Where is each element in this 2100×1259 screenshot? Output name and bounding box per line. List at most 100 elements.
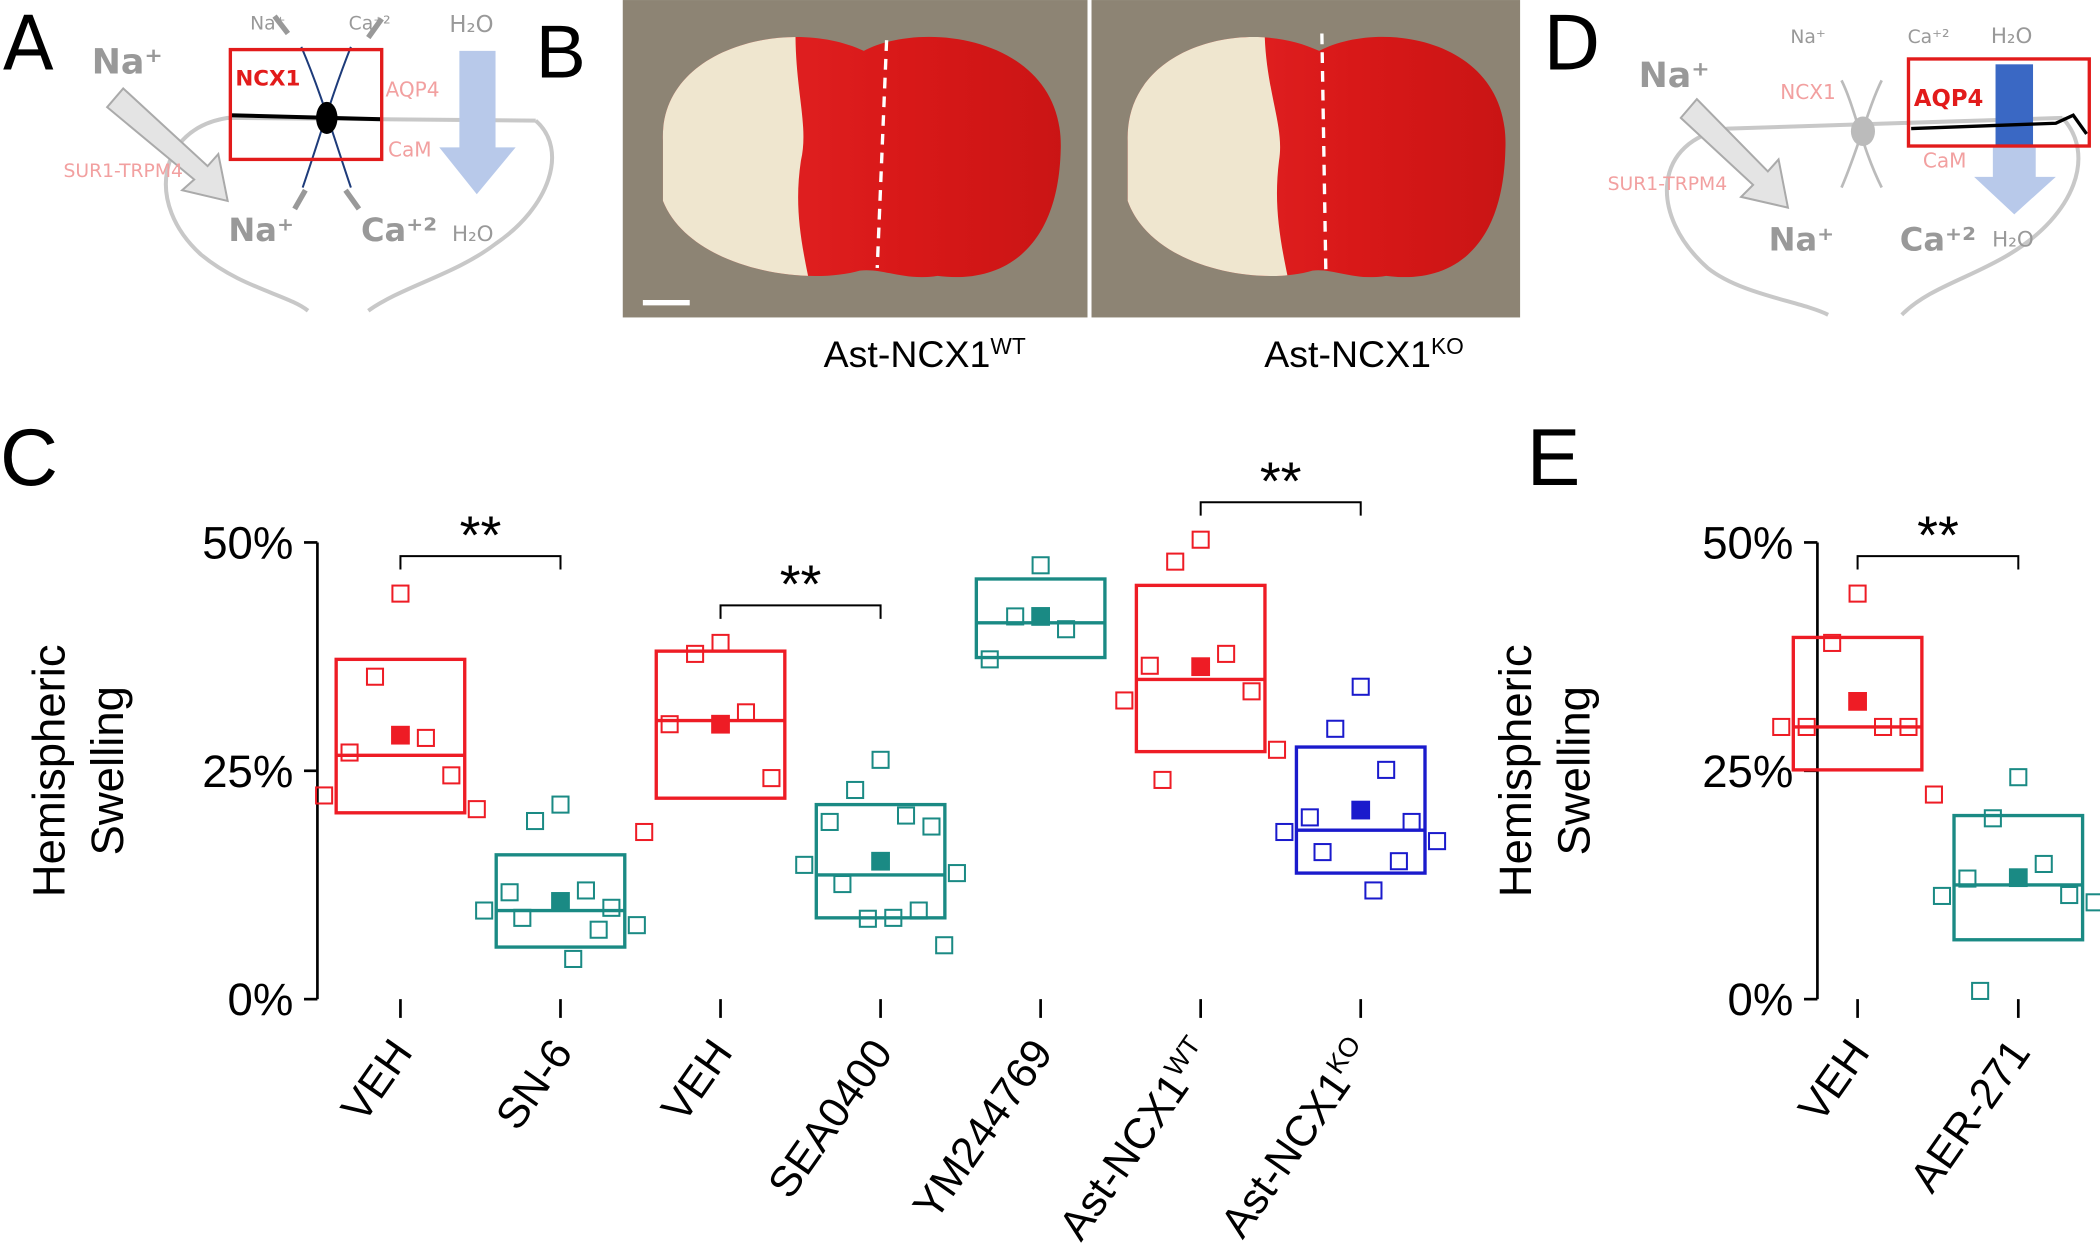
data-point xyxy=(736,703,756,722)
data-point xyxy=(500,883,519,902)
box-group xyxy=(315,584,486,819)
exchanger-label: NCX1 xyxy=(235,67,300,92)
y-tick-label: 25% xyxy=(1702,746,1793,797)
box xyxy=(1791,635,1924,772)
data-point xyxy=(1267,740,1287,759)
channel-label: SUR1-TRPM4 xyxy=(63,161,183,182)
mean-marker xyxy=(1191,657,1211,677)
water-label: H₂O xyxy=(449,12,493,38)
water-label: H₂O xyxy=(1991,24,2033,49)
data-point xyxy=(416,728,435,747)
category-text: Ast-NCX1 xyxy=(1212,1063,1361,1247)
data-point xyxy=(1428,832,1447,851)
channel-label: AQP4 xyxy=(385,77,439,101)
data-point xyxy=(391,584,410,603)
significance-bracket xyxy=(399,555,562,570)
data-point xyxy=(1191,530,1210,549)
brain-slice xyxy=(662,36,1061,278)
ion-label: Na⁺ xyxy=(1639,56,1710,96)
data-point xyxy=(820,812,839,831)
box xyxy=(494,853,627,949)
data-point xyxy=(1823,633,1842,652)
box xyxy=(974,577,1107,660)
data-point xyxy=(1326,719,1345,738)
category-text: SEA0400 xyxy=(759,1031,902,1207)
box-group xyxy=(974,556,1107,669)
cell-outline xyxy=(1900,116,2081,317)
box xyxy=(1294,745,1427,875)
mean-marker xyxy=(1351,800,1371,820)
box xyxy=(1952,813,2085,942)
water-label: H₂O xyxy=(1992,227,2034,252)
y-tick-label: 25% xyxy=(202,746,293,797)
mean-marker xyxy=(1848,692,1867,711)
data-point xyxy=(627,916,646,935)
x-tick-label: Ast-NCX1KO xyxy=(1211,1030,1383,1246)
box-group xyxy=(475,795,646,968)
photo-caption: Ast-NCX1KO xyxy=(1264,333,1464,375)
data-point xyxy=(526,811,545,831)
flux-arrow xyxy=(1679,97,1790,209)
data-point xyxy=(686,644,705,663)
protein-label: CaM xyxy=(388,138,432,162)
brain-slice xyxy=(1127,36,1506,278)
ion-arrow xyxy=(272,14,384,211)
data-point xyxy=(1983,809,2002,828)
water-label: H₂O xyxy=(452,222,494,247)
significance-bracket xyxy=(1199,501,1362,516)
data-point xyxy=(442,766,461,785)
data-point xyxy=(1924,785,1943,804)
box-group xyxy=(1275,677,1447,900)
data-point xyxy=(365,667,385,686)
data-point xyxy=(1115,691,1134,710)
data-point xyxy=(1031,556,1050,575)
data-point xyxy=(589,920,608,939)
panel-letter: A xyxy=(3,0,54,88)
data-point xyxy=(871,750,890,769)
ion-label: Ca⁺² xyxy=(349,14,391,35)
ion-label: Na⁺ xyxy=(228,211,294,249)
water-arrow xyxy=(1974,144,2056,215)
channel-label: AQP4 xyxy=(1914,86,1983,112)
data-point xyxy=(551,795,570,814)
data-point xyxy=(1389,852,1408,871)
significance-bracket xyxy=(1856,555,2020,570)
data-point xyxy=(1402,812,1421,831)
box-group xyxy=(795,750,966,955)
data-point xyxy=(858,909,877,928)
panel-letter: E xyxy=(1527,413,1581,503)
caption-text: Ast-NCX1 xyxy=(1264,333,1431,375)
data-point xyxy=(1313,843,1332,862)
data-point xyxy=(909,901,928,920)
flux-arrow xyxy=(105,86,229,203)
water-channel xyxy=(1995,64,2034,148)
ion-label: Ca⁺² xyxy=(361,211,437,249)
ion-label: Na⁺ xyxy=(1769,220,1835,258)
data-point xyxy=(1153,770,1172,789)
data-point xyxy=(513,908,532,927)
significance-label: ** xyxy=(460,506,502,565)
data-point xyxy=(1797,717,1816,736)
x-tick-label: SEA0400 xyxy=(759,1031,902,1207)
data-point xyxy=(1242,682,1261,701)
caption-superscript: KO xyxy=(1431,333,1464,359)
data-point xyxy=(1364,881,1383,900)
data-point xyxy=(762,769,781,788)
mean-marker xyxy=(551,892,570,911)
data-point xyxy=(576,881,595,900)
data-point xyxy=(602,898,621,917)
data-point xyxy=(884,908,903,927)
data-point xyxy=(1377,760,1396,779)
x-tick-label: AER-271 xyxy=(1901,1031,2040,1201)
significance-label: ** xyxy=(1917,506,1959,565)
data-point xyxy=(896,806,916,825)
data-point xyxy=(846,780,865,800)
x-tick-label: VEH xyxy=(332,1031,422,1131)
data-point xyxy=(833,875,852,894)
data-point xyxy=(1140,656,1159,675)
data-point xyxy=(1351,677,1370,696)
significance-bracket xyxy=(719,604,882,619)
data-point xyxy=(1848,584,1867,603)
